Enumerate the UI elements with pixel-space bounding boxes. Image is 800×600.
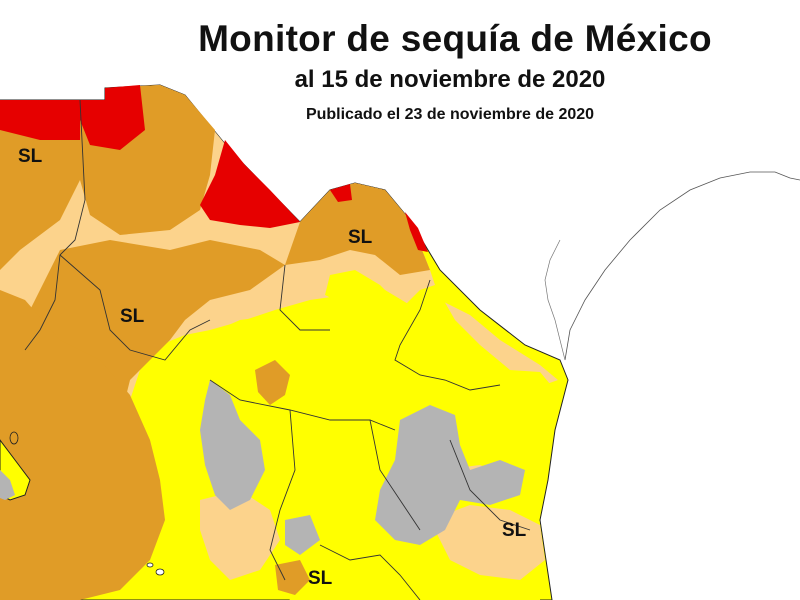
- yellow-region-north-pocket: [325, 270, 395, 305]
- island-2: [155, 568, 165, 576]
- state-boundary-8: [449, 439, 531, 531]
- tan-patch-southeast: [430, 505, 545, 580]
- state-boundary-2: [59, 254, 211, 361]
- gray-region-baja: [0, 470, 15, 500]
- red-region-tip: [330, 184, 352, 202]
- island-3: [146, 562, 154, 568]
- state-boundary-3: [279, 264, 330, 331]
- tan-patch-center: [255, 360, 290, 405]
- map-subtitle: al 15 de noviembre de 2020: [294, 66, 606, 93]
- us-texas-coastline: [564, 171, 800, 361]
- map-published-date: Publicado el 23 de noviembre de 2020: [305, 106, 595, 123]
- state-boundary-7: [369, 419, 421, 531]
- orange-region-inner: [0, 290, 165, 600]
- red-region-east-tip: [405, 212, 428, 252]
- map-title: Monitor de sequía de México: [198, 18, 712, 59]
- state-boundary-9: [319, 544, 421, 600]
- sl-label-northeast: SL: [348, 227, 373, 248]
- sl-label-east: SL: [502, 520, 527, 541]
- sl-label-northwest: SL: [18, 146, 43, 167]
- sl-label-south: SL: [308, 568, 333, 589]
- state-boundary-5: [209, 379, 396, 431]
- orange-patch-south: [275, 560, 310, 595]
- gray-region-west: [200, 380, 265, 510]
- island-1: [9, 431, 19, 445]
- gray-region-south: [285, 515, 320, 555]
- red-region-border: [200, 140, 300, 228]
- state-boundary-6: [269, 409, 296, 581]
- gray-region-center: [375, 405, 525, 545]
- red-region-northwest: [0, 100, 80, 140]
- orange-region-northeast: [285, 183, 430, 275]
- us-coast-detail: [544, 239, 566, 361]
- red-region-north: [80, 85, 145, 150]
- sl-label-west: SL: [120, 306, 145, 327]
- tan-patch-south: [200, 490, 280, 580]
- state-boundary-4: [394, 279, 501, 391]
